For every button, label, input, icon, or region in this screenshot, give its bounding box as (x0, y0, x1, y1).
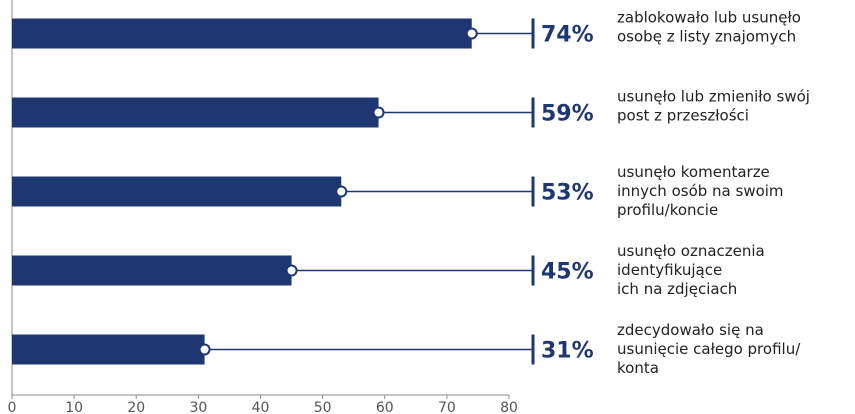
category-label: identyfikujące (617, 261, 722, 279)
category-label: post z przeszłości (617, 107, 749, 125)
value-label: 45% (541, 260, 594, 285)
x-tick-label: 70 (438, 400, 456, 414)
category-label: innych osób na swoim (617, 182, 784, 200)
bar-end-marker (372, 106, 385, 119)
category-label: profilu/koncie (617, 201, 718, 219)
x-tick-label: 30 (189, 400, 207, 414)
x-tick-label: 60 (376, 400, 394, 414)
x-tick-label: 80 (500, 400, 518, 414)
bar (12, 176, 342, 207)
category-label: usunęło oznaczenia (617, 242, 765, 260)
x-tick-label: 0 (8, 400, 17, 414)
bar-end-marker (198, 343, 211, 356)
bar (12, 255, 292, 286)
category-label: osobę z listy znajomych (617, 28, 796, 46)
bar-end-marker (335, 185, 348, 198)
bar (12, 18, 472, 49)
value-label: 53% (541, 181, 594, 206)
category-label: usunęło lub zmieniło swój (617, 88, 810, 106)
category-label: zdecydowało się na (617, 321, 764, 339)
value-label: 31% (541, 339, 594, 364)
x-tick-label: 10 (65, 400, 83, 414)
category-label: ich na zdjęciach (617, 280, 737, 298)
bar-end-marker (285, 264, 298, 277)
bar-end-marker (465, 27, 478, 40)
value-label: 74% (541, 23, 594, 48)
category-label: usunięcie całego profilu/ (617, 340, 801, 358)
bar (12, 97, 379, 128)
category-label: zablokowało lub usunęło (617, 9, 801, 27)
x-tick-label: 40 (252, 400, 270, 414)
category-label: usunęło komentarze (617, 163, 770, 181)
x-tick-label: 50 (314, 400, 332, 414)
value-label: 59% (541, 102, 594, 127)
x-tick-label: 20 (127, 400, 145, 414)
bar (12, 334, 205, 365)
category-label: konta (617, 359, 659, 377)
